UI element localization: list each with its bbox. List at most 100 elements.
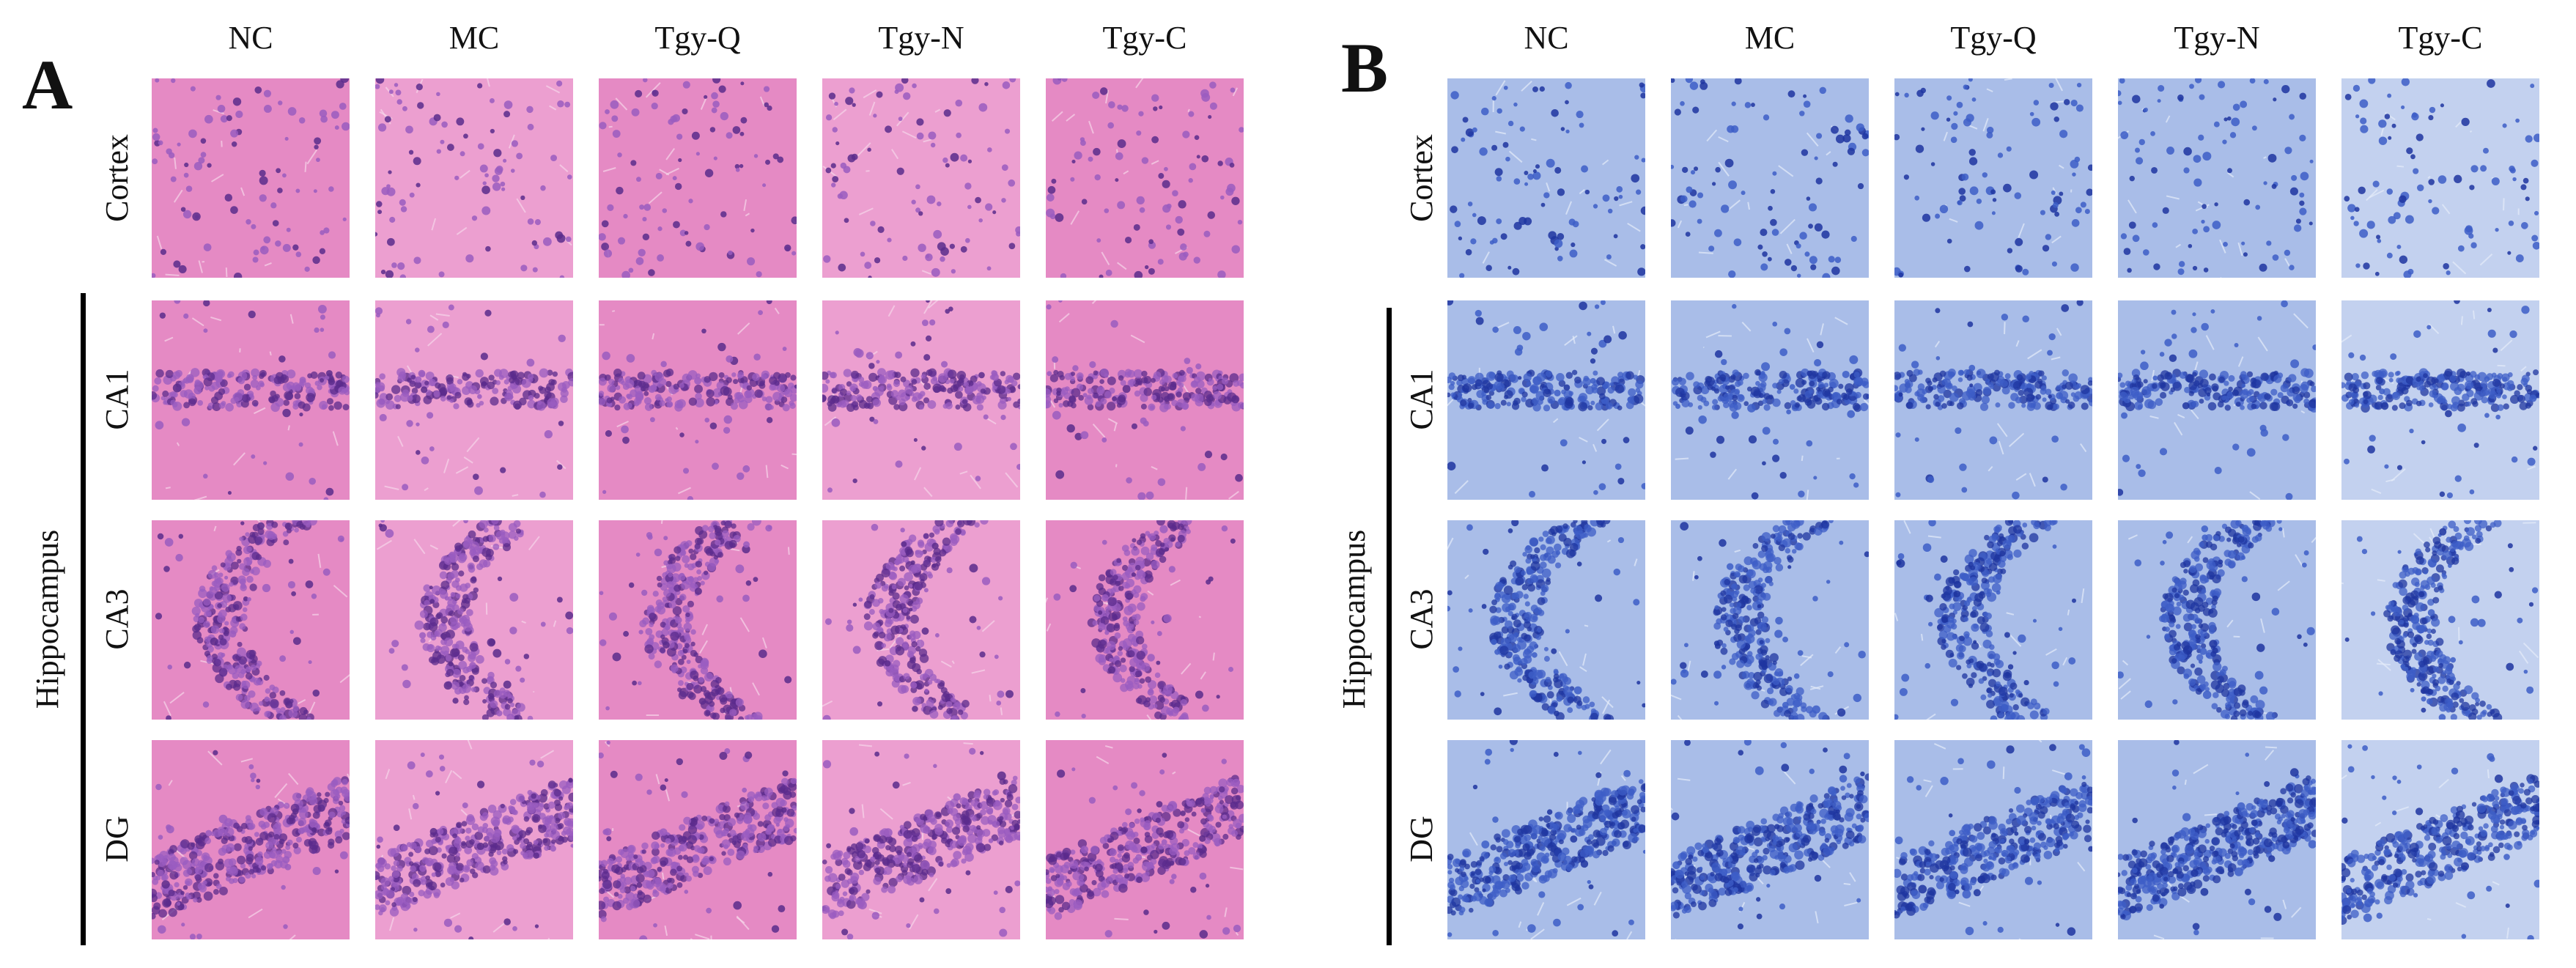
row-label: CA3 xyxy=(1403,588,1439,650)
panel-letter: B xyxy=(1341,29,1389,107)
panel-a: A NC MC Tgy-Q Tgy-N Tgy-C Cortex CA1 CA3… xyxy=(22,20,1244,945)
micrograph-image xyxy=(1046,520,1244,720)
micrograph-tile xyxy=(1671,740,1869,939)
column-label: NC xyxy=(228,20,273,56)
micrograph-image xyxy=(1671,78,1869,278)
micrograph-image xyxy=(152,520,350,720)
micrograph-tile xyxy=(822,740,1020,939)
panel-letter: A xyxy=(22,45,73,124)
micrograph-image xyxy=(1046,300,1244,500)
micrograph-image xyxy=(822,300,1020,500)
micrograph-tile xyxy=(375,300,573,500)
micrograph-image xyxy=(822,520,1020,720)
micrograph-image xyxy=(1894,740,2092,939)
micrograph-image xyxy=(375,740,573,939)
column-label: Tgy-Q xyxy=(654,20,741,56)
hippocampus-bracket xyxy=(1387,308,1392,945)
micrograph-tile xyxy=(822,520,1020,720)
micrograph-tile xyxy=(599,740,797,939)
row-label: Cortex xyxy=(1403,134,1439,222)
micrograph-image xyxy=(599,520,797,720)
micrograph-tile xyxy=(375,740,573,939)
micrograph-image xyxy=(375,300,573,500)
column-label: Tgy-C xyxy=(2398,20,2483,56)
micrograph-tile xyxy=(822,78,1020,278)
column-label: Tgy-C xyxy=(1102,20,1187,56)
micrograph-image xyxy=(2341,300,2539,500)
micrograph-tile xyxy=(2118,300,2316,500)
hippocampus-bracket xyxy=(81,293,86,945)
micrograph-tile xyxy=(1447,300,1645,500)
micrograph-tile xyxy=(152,78,350,278)
micrograph-tile xyxy=(822,300,1020,500)
micrograph-image xyxy=(1447,78,1645,278)
micrograph-tile xyxy=(2118,740,2316,939)
micrograph-image xyxy=(2118,740,2316,939)
micrograph-image xyxy=(822,78,1020,278)
panel-b: B NC MC Tgy-Q Tgy-N Tgy-C Cortex CA1 CA3… xyxy=(1288,0,2576,968)
micrograph-image xyxy=(599,78,797,278)
column-label: Tgy-Q xyxy=(1950,20,2037,56)
micrograph-image xyxy=(1894,520,2092,720)
micrograph-image xyxy=(375,520,573,720)
micrograph-image xyxy=(152,740,350,939)
micrograph-tile xyxy=(1046,78,1244,278)
row-label: CA1 xyxy=(99,369,135,430)
micrograph-tile xyxy=(1046,740,1244,939)
micrograph-tile xyxy=(152,300,350,500)
micrograph-image xyxy=(2341,520,2539,720)
micrograph-tile xyxy=(599,520,797,720)
column-label: Tgy-N xyxy=(878,20,964,56)
micrograph-image xyxy=(822,740,1020,939)
row-label: DG xyxy=(99,816,135,862)
row-label: Cortex xyxy=(99,134,135,222)
micrograph-image xyxy=(1894,78,2092,278)
micrograph-tile xyxy=(152,520,350,720)
column-label: Tgy-N xyxy=(2174,20,2260,56)
column-label: MC xyxy=(1744,20,1796,56)
micrograph-tile xyxy=(2118,78,2316,278)
row-label: CA1 xyxy=(1403,369,1439,430)
micrograph-image xyxy=(599,300,797,500)
micrograph-tile xyxy=(1671,300,1869,500)
micrograph-tile xyxy=(1447,740,1645,939)
micrograph-tile xyxy=(152,740,350,939)
micrograph-tile xyxy=(2341,740,2539,939)
micrograph-tile xyxy=(1671,78,1869,278)
micrograph-image xyxy=(2118,300,2316,500)
micrograph-tile xyxy=(1894,78,2092,278)
micrograph-image xyxy=(1046,740,1244,939)
micrograph-tile xyxy=(1894,300,2092,500)
micrograph-tile xyxy=(1894,520,2092,720)
micrograph-tile xyxy=(2341,520,2539,720)
micrograph-tile xyxy=(2118,520,2316,720)
group-label: Hippocampus xyxy=(29,529,65,709)
micrograph-tile xyxy=(599,300,797,500)
micrograph-image xyxy=(375,78,573,278)
micrograph-tile xyxy=(1046,520,1244,720)
row-label: CA3 xyxy=(99,588,135,650)
micrograph-image xyxy=(1447,740,1645,939)
micrograph-image xyxy=(1447,300,1645,500)
micrograph-image xyxy=(2341,740,2539,939)
micrograph-image xyxy=(1046,78,1244,278)
micrograph-tile xyxy=(1671,520,1869,720)
micrograph-image xyxy=(2118,78,2316,278)
micrograph-image xyxy=(152,78,350,278)
micrograph-image xyxy=(1894,300,2092,500)
micrograph-tile xyxy=(1447,520,1645,720)
micrograph-image xyxy=(152,300,350,500)
micrograph-tile xyxy=(2341,300,2539,500)
micrograph-tile xyxy=(1447,78,1645,278)
column-label: NC xyxy=(1524,20,1569,56)
micrograph-tile xyxy=(1894,740,2092,939)
micrograph-image xyxy=(2341,78,2539,278)
micrograph-tile xyxy=(2341,78,2539,278)
group-label: Hippocampus xyxy=(1336,529,1372,709)
micrograph-tile xyxy=(375,78,573,278)
row-label: DG xyxy=(1403,816,1439,862)
micrograph-image xyxy=(1671,520,1869,720)
micrograph-image xyxy=(1447,520,1645,720)
micrograph-tile xyxy=(599,78,797,278)
column-label: MC xyxy=(449,20,500,56)
